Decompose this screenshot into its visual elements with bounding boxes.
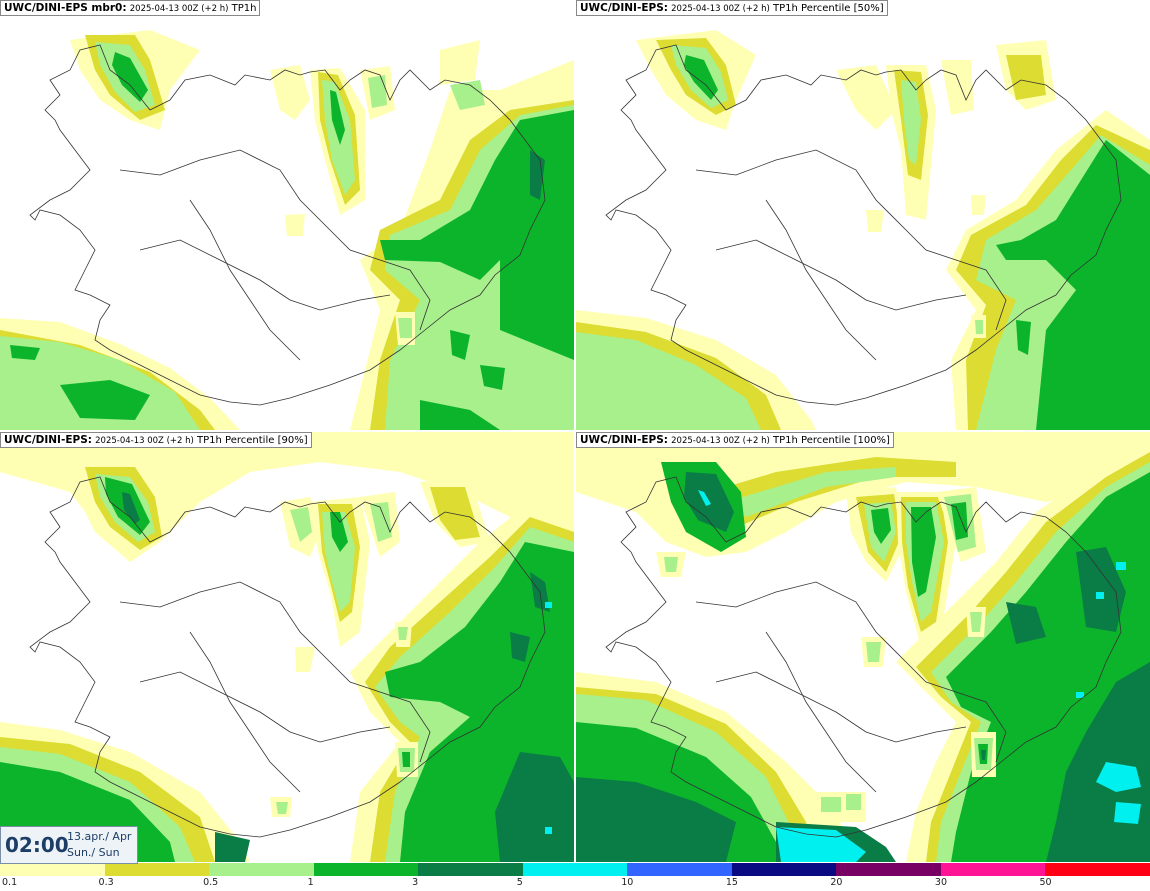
colorbar-tick-label: 50 xyxy=(1039,877,1052,888)
colorbar-tick-label: 10 xyxy=(621,877,634,888)
run-meta: 2025-04-13 00Z (+2 h) xyxy=(129,4,229,14)
model-label: UWC/DINI-EPS mbr0: xyxy=(4,2,127,14)
valid-date: 13.apr./ Apr xyxy=(67,830,132,843)
precip-map-p100 xyxy=(576,432,1150,862)
precip-field xyxy=(576,432,1150,862)
panel-title: UWC/DINI-EPS: 2025-04-13 00Z (+2 h) TP1h… xyxy=(576,432,894,448)
colorbar-segment xyxy=(313,863,419,876)
colorbar-tick-label: 3 xyxy=(412,877,419,888)
colorbar-tick-label: 1 xyxy=(307,877,314,888)
precip-map-p90 xyxy=(0,432,574,862)
precip-map-mbr0 xyxy=(0,30,574,430)
colorbar-segment xyxy=(418,863,524,876)
coastline xyxy=(605,44,1122,406)
field-label: TP1h Percentile [100%] xyxy=(773,435,890,446)
colorbar xyxy=(0,863,1150,876)
model-label: UWC/DINI-EPS: xyxy=(4,434,92,446)
model-label: UWC/DINI-EPS: xyxy=(580,2,668,14)
coastline xyxy=(29,44,546,406)
colorbar-tick-label: 0.3 xyxy=(98,877,114,888)
colorbar-segment xyxy=(104,863,210,876)
colorbar-tick-label: 0.1 xyxy=(2,877,18,888)
colorbar-tick-label: 0.5 xyxy=(203,877,219,888)
run-meta: 2025-04-13 00Z (+2 h) xyxy=(671,4,770,14)
colorbar-segment xyxy=(836,863,942,876)
precip-map-p50 xyxy=(576,30,1150,430)
field-label: TP1h Percentile [90%] xyxy=(197,435,308,446)
colorbar-segment xyxy=(209,863,315,876)
field-label: TP1h Percentile [50%] xyxy=(773,3,884,14)
panel-title: UWC/DINI-EPS: 2025-04-13 00Z (+2 h) TP1h… xyxy=(576,0,888,16)
map-panel-p90: UWC/DINI-EPS: 2025-04-13 00Z (+2 h) TP1h… xyxy=(0,432,574,862)
panel-title: UWC/DINI-EPS: 2025-04-13 00Z (+2 h) TP1h… xyxy=(0,432,312,448)
colorbar-tick-label: 30 xyxy=(934,877,947,888)
colorbar-tick-label: 20 xyxy=(830,877,843,888)
model-label: UWC/DINI-EPS: xyxy=(580,434,668,446)
colorbar-segment xyxy=(522,863,628,876)
valid-time-box: 02:00 13.apr./ Apr Sun./ Sun xyxy=(0,826,138,864)
run-meta: 2025-04-13 00Z (+2 h) xyxy=(671,436,770,446)
colorbar-tick-label: 5 xyxy=(516,877,523,888)
colorbar-tick-label: 15 xyxy=(725,877,738,888)
colorbar-ticks: 0.1 0.3 0.5 1 3 5 10 15 20 30 50 xyxy=(0,877,1150,891)
panel-title: UWC/DINI-EPS mbr0: 2025-04-13 00Z (+2 h)… xyxy=(0,0,261,16)
colorbar-segment xyxy=(1045,863,1150,876)
precip-field xyxy=(0,30,574,430)
map-panel-p100: UWC/DINI-EPS: 2025-04-13 00Z (+2 h) TP1h… xyxy=(576,432,1150,862)
field-label: TP1h xyxy=(231,3,257,14)
precip-field xyxy=(0,432,574,862)
valid-time: 02:00 xyxy=(5,833,69,857)
colorbar-segment xyxy=(940,863,1046,876)
map-panel-p50: UWC/DINI-EPS: 2025-04-13 00Z (+2 h) TP1h… xyxy=(576,0,1150,430)
coastline xyxy=(605,476,1122,838)
colorbar-segment xyxy=(627,863,733,876)
precip-field xyxy=(576,30,1150,430)
coastline xyxy=(29,476,546,838)
run-meta: 2025-04-13 00Z (+2 h) xyxy=(95,436,194,446)
map-panel-mbr0: UWC/DINI-EPS mbr0: 2025-04-13 00Z (+2 h)… xyxy=(0,0,574,430)
colorbar-segment xyxy=(731,863,837,876)
colorbar-segment xyxy=(0,863,106,876)
valid-day: Sun./ Sun xyxy=(67,846,120,859)
